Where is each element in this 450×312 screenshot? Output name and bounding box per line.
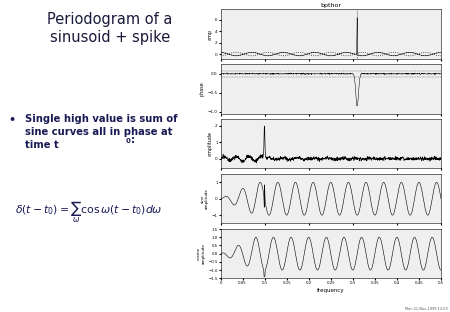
Y-axis label: amp: amp bbox=[207, 28, 212, 40]
Text: Periodogram of a
sinusoid + spike: Periodogram of a sinusoid + spike bbox=[47, 12, 173, 45]
X-axis label: frequency: frequency bbox=[317, 288, 345, 293]
Y-axis label: sine
amplitude: sine amplitude bbox=[200, 188, 209, 209]
Text: 0: 0 bbox=[126, 138, 130, 144]
Text: •: • bbox=[9, 115, 16, 125]
Title: bpthor: bpthor bbox=[320, 3, 341, 8]
Y-axis label: cosine
amplitude: cosine amplitude bbox=[197, 243, 206, 264]
Text: :: : bbox=[130, 135, 135, 145]
Text: Single high value is sum of
sine curves all in phase at
time t: Single high value is sum of sine curves … bbox=[25, 114, 178, 150]
Y-axis label: phase: phase bbox=[200, 81, 205, 96]
Text: Mon 21-Nov-1999 12:00: Mon 21-Nov-1999 12:00 bbox=[405, 307, 448, 311]
Y-axis label: amplitude: amplitude bbox=[207, 131, 212, 156]
Text: $\delta(t-t_0)=\sum_{\omega}\cos\omega(t-t_0)d\omega$: $\delta(t-t_0)=\sum_{\omega}\cos\omega(t… bbox=[15, 200, 162, 225]
